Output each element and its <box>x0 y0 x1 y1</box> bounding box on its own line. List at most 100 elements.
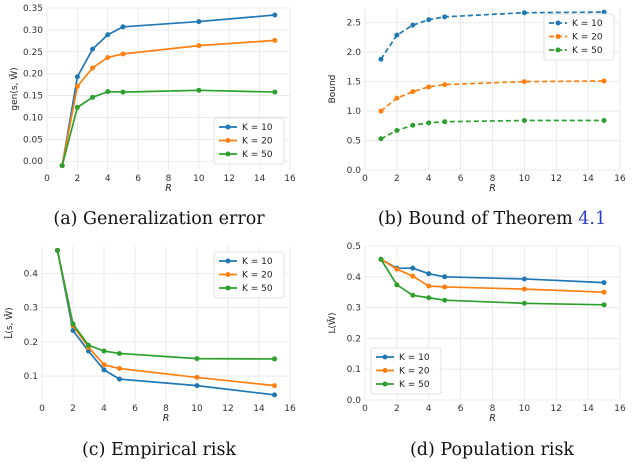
x-axis-label: R <box>163 413 170 424</box>
theorem-reference-link[interactable]: 4.1 <box>578 209 606 229</box>
y-tick-label: 0.10 <box>23 113 43 123</box>
data-point <box>394 282 400 288</box>
x-tick-label: 12 <box>224 174 235 184</box>
x-tick-label: 6 <box>458 174 464 184</box>
data-point <box>410 89 416 95</box>
x-tick-label: 2 <box>75 174 81 184</box>
data-point <box>120 89 126 95</box>
y-tick-label: 0.4 <box>347 273 362 283</box>
chart-panel-3: 0 2 4 6 8 10 12 14 16 0.1 0.2 0.3 0.4 R L̂(s, W̄) K = 1… <box>3 246 296 460</box>
data-point <box>55 247 60 253</box>
data-point <box>601 78 607 84</box>
data-point <box>394 95 400 101</box>
data-point <box>601 302 607 308</box>
data-point <box>601 9 607 15</box>
data-point <box>521 300 527 306</box>
x-tick-label: 8 <box>490 404 496 414</box>
data-point <box>394 266 400 272</box>
data-point <box>105 32 111 38</box>
y-tick-label: 0.3 <box>347 304 361 314</box>
legend-label: K = 20 <box>399 367 430 377</box>
data-point <box>101 362 107 368</box>
chart-panel-4: 0 2 4 6 8 10 12 14 16 0.0 0.1 0.2 0.3 0.4 0.5 R L(W̄) K =… <box>326 242 626 460</box>
data-point <box>601 118 607 124</box>
data-point <box>601 289 607 295</box>
data-point <box>90 94 96 100</box>
panel-caption: (b) Bound of Theorem 4.1 <box>378 209 606 229</box>
y-tick-label: 0.30 <box>23 26 43 36</box>
x-tick-label: 6 <box>132 404 138 414</box>
data-point <box>70 328 76 334</box>
y-tick-label: 0.05 <box>23 135 43 145</box>
x-tick-label: 8 <box>490 174 496 184</box>
data-point <box>105 54 111 60</box>
x-tick-label: 12 <box>551 404 562 414</box>
data-point <box>521 286 527 292</box>
legend-label: K = 20 <box>242 271 273 281</box>
x-tick-label: 4 <box>105 174 111 184</box>
x-tick-label: 6 <box>458 404 464 414</box>
data-point <box>101 367 107 373</box>
data-point <box>194 383 200 389</box>
x-tick-label: 4 <box>101 404 107 414</box>
x-tick-label: 2 <box>70 404 76 414</box>
data-point <box>90 65 96 71</box>
x-tick-label: 6 <box>135 174 141 184</box>
legend-label: K = 10 <box>572 19 603 29</box>
legend-label: K = 20 <box>242 137 273 147</box>
data-point <box>272 12 278 18</box>
y-tick-label: 0.1 <box>347 365 361 375</box>
data-point <box>196 43 202 49</box>
data-point <box>394 128 400 134</box>
data-point <box>120 51 126 57</box>
data-point <box>410 122 416 128</box>
x-tick-label: 10 <box>193 174 205 184</box>
x-tick-label: 12 <box>222 404 233 414</box>
x-tick-label: 14 <box>582 174 594 184</box>
y-tick-label: 0.20 <box>23 70 43 80</box>
y-tick-label: 0.2 <box>24 338 38 348</box>
legend-marker <box>382 381 388 387</box>
data-point <box>378 256 384 262</box>
legend-marker <box>555 20 561 26</box>
data-point <box>74 104 80 110</box>
legend-marker <box>382 354 388 360</box>
data-point <box>194 356 200 362</box>
y-tick-label: 1.0 <box>347 107 362 117</box>
x-tick-label: 4 <box>426 174 432 184</box>
legend-label: K = 50 <box>242 284 273 294</box>
data-point <box>521 118 527 124</box>
x-tick-label: 0 <box>39 404 45 414</box>
data-point <box>117 366 122 372</box>
y-axis-label: Bound <box>328 75 338 104</box>
x-tick-label: 16 <box>284 404 296 414</box>
legend-marker <box>555 47 561 53</box>
data-point <box>521 10 527 16</box>
x-tick-label: 2 <box>394 404 400 414</box>
legend-label: K = 10 <box>242 123 273 133</box>
data-point <box>426 120 432 126</box>
x-tick-label: 8 <box>166 174 172 184</box>
y-tick-label: 0.5 <box>347 137 361 147</box>
data-point <box>378 108 384 114</box>
x-axis-label: R <box>489 183 496 194</box>
legend: K = 10 K = 20 K = 50 <box>213 251 285 299</box>
y-tick-label: 0.35 <box>23 4 43 14</box>
data-point <box>442 82 448 88</box>
data-point <box>601 280 607 286</box>
legend-label: K = 50 <box>572 46 603 56</box>
x-tick-label: 16 <box>284 174 296 184</box>
data-point <box>194 374 200 380</box>
data-point <box>101 348 107 354</box>
data-point <box>410 273 416 279</box>
x-axis-label: R <box>165 183 172 194</box>
y-tick-label: 0.2 <box>347 334 361 344</box>
y-tick-label: 0.0 <box>347 166 362 176</box>
panel-caption: (d) Population risk <box>410 440 574 460</box>
data-point <box>442 284 448 290</box>
data-point <box>426 84 432 90</box>
legend-marker <box>225 138 231 143</box>
legend: K = 10 K = 20 K = 50 <box>213 117 285 165</box>
legend-box <box>213 251 285 299</box>
